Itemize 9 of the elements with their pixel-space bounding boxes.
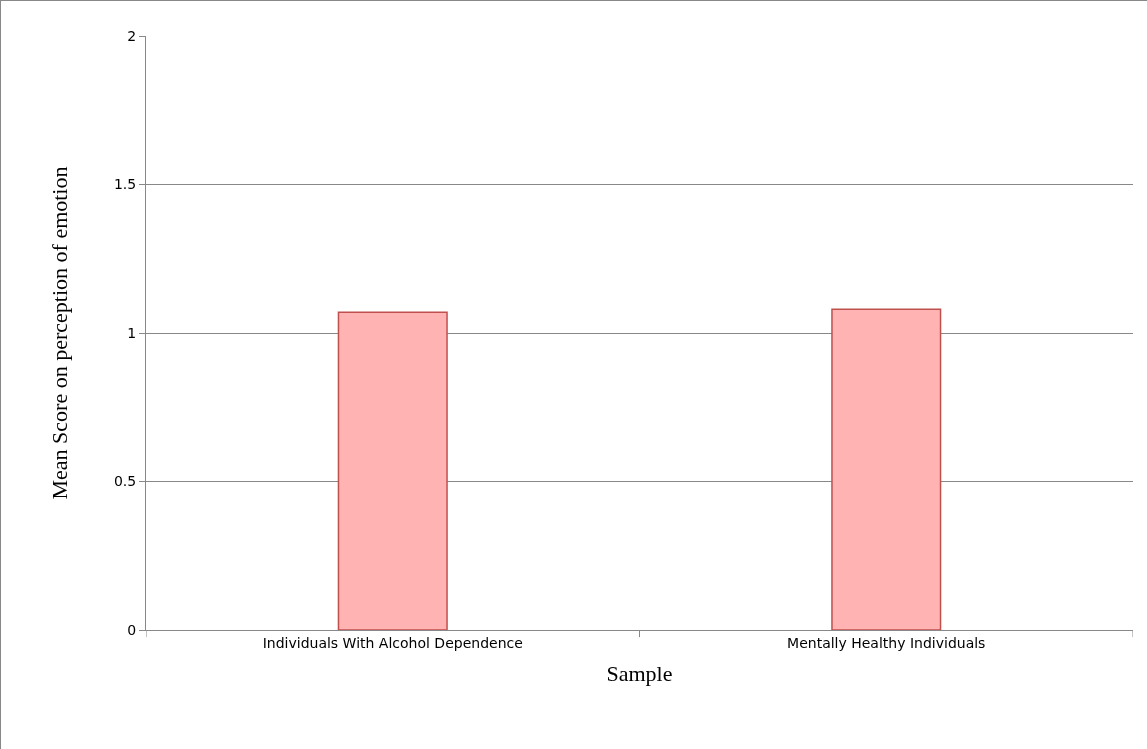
y-axis-title: Mean Score on perception of emotion [46, 166, 72, 500]
y-tick-label: 0 [127, 621, 137, 638]
y-tick-label: 2 [127, 27, 137, 44]
y-tick-label: 1.5 [113, 176, 137, 193]
y-tick-label: 1 [127, 324, 137, 341]
x-axis-title: Sample [606, 660, 673, 686]
y-tick-label: 0.5 [113, 473, 137, 490]
x-tick-label: Mentally Healthy Individuals [787, 634, 986, 651]
x-tick-label: Individuals With Alcohol Dependence [262, 634, 523, 651]
